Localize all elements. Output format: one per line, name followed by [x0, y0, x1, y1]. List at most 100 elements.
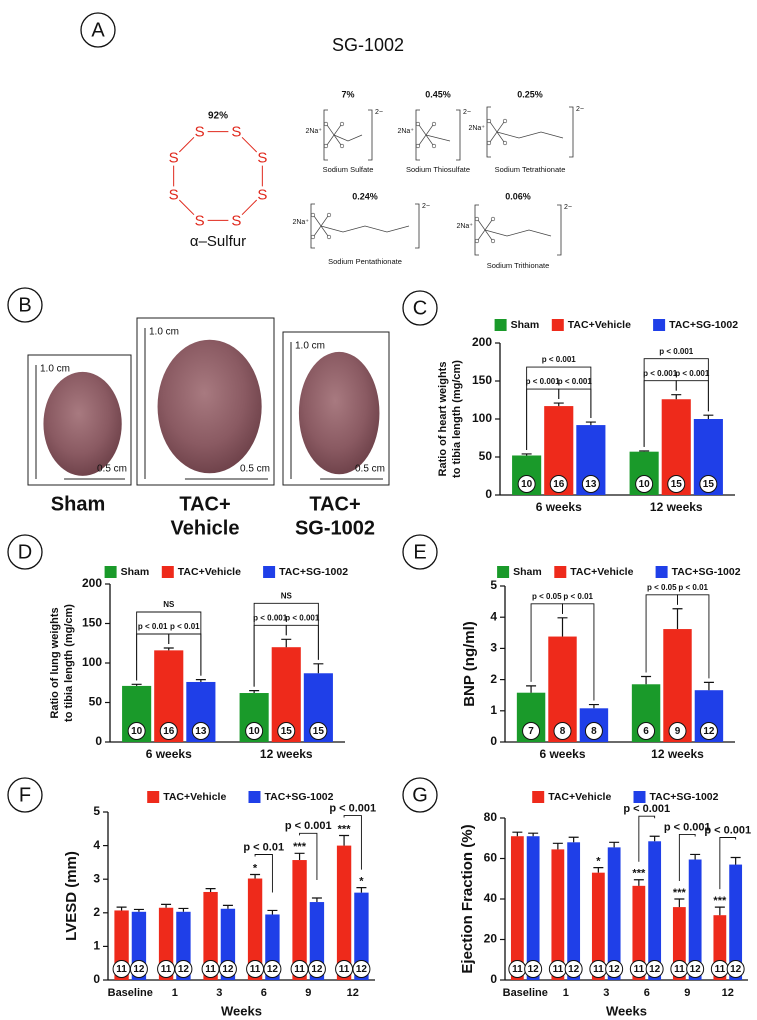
- count-label: 8: [560, 726, 566, 737]
- y-axis-label-group: BNP (ng/ml): [461, 621, 478, 707]
- error-bar: [250, 873, 261, 879]
- bar: [632, 885, 646, 980]
- bar: [354, 892, 369, 980]
- structure-atom: [431, 143, 437, 149]
- legend-swatch: [655, 566, 668, 578]
- significance-label: p < 0.001: [542, 355, 577, 364]
- structure-bond: [496, 121, 505, 133]
- count-label: 11: [715, 964, 726, 975]
- structure-atom: [310, 234, 316, 240]
- structure-atom: [326, 212, 332, 218]
- legend-label: Sham: [121, 566, 150, 578]
- significance-label: p < 0.001: [285, 613, 320, 622]
- bar: [591, 872, 605, 980]
- charge: 2−: [564, 204, 572, 211]
- panel-label-circle: [7, 534, 43, 570]
- panel-a-title: SG-1002: [332, 35, 404, 55]
- significance-label: p < 0.001: [558, 377, 593, 386]
- bar: [688, 859, 702, 980]
- legend-label: TAC+SG-1002: [650, 791, 719, 803]
- bracket: [415, 109, 461, 161]
- panel-label-circle: [7, 287, 43, 323]
- count-badge: [191, 722, 210, 740]
- significance-marker: *: [596, 856, 601, 868]
- structure-bond: [477, 219, 486, 231]
- significance-label: p < 0.001: [253, 613, 288, 622]
- sulfur-bond: [178, 199, 195, 216]
- count-badge: [127, 722, 146, 740]
- error-bar: [195, 678, 206, 682]
- significance-bracket: [677, 594, 710, 679]
- legend-swatch: [147, 791, 160, 803]
- compound-percent: 0.06%: [505, 191, 531, 201]
- y-tick-label: 50: [89, 695, 103, 709]
- legend-swatch: [161, 566, 174, 578]
- panel-label: B: [18, 294, 31, 316]
- counterion: 2Na⁺: [456, 223, 473, 230]
- count-label: 10: [131, 726, 143, 737]
- count-badge: [699, 475, 718, 493]
- charge: 2−: [375, 109, 383, 116]
- error-bar: [161, 903, 172, 908]
- structure-atom: [323, 143, 329, 149]
- scale-label: 0.5 cm: [97, 464, 127, 475]
- significance-label: p < 0.001: [285, 820, 332, 832]
- sulfur-bond: [178, 136, 195, 153]
- bar: [567, 842, 581, 980]
- y-tick-label: 3: [490, 641, 497, 655]
- significance-label: p < 0.01: [678, 583, 708, 592]
- error-bar: [526, 685, 537, 693]
- structure-bond: [333, 124, 342, 136]
- significance-label: p < 0.05: [647, 583, 677, 592]
- significance-bracket: [526, 366, 592, 450]
- charge: 2−: [576, 106, 584, 113]
- compound-name: Sodium Sulfate: [323, 165, 374, 174]
- y-tick-label: 0: [93, 972, 100, 986]
- y-tick-label: 2: [490, 672, 497, 686]
- legend-label: TAC+Vehicle: [568, 319, 631, 331]
- y-tick-label: 100: [82, 655, 102, 669]
- structure-atom: [339, 121, 345, 127]
- significance-bracket: [562, 603, 595, 701]
- group-label: TAC+: [179, 493, 230, 515]
- counterion: 2Na⁺: [468, 125, 485, 132]
- structure-atom: [326, 234, 332, 240]
- bar: [526, 836, 540, 980]
- structure-atom: [502, 118, 508, 124]
- count-label: 11: [250, 964, 261, 975]
- bracket: [323, 109, 373, 161]
- bar: [729, 864, 743, 980]
- count-label: 15: [281, 726, 293, 737]
- x-tick-label: 6 weeks: [539, 747, 585, 761]
- scale-label: 1.0 cm: [295, 341, 325, 352]
- structure-bond: [489, 131, 498, 143]
- count-label: 11: [512, 964, 523, 975]
- error-bar: [131, 683, 142, 686]
- count-badge: [159, 722, 178, 740]
- count-label: 12: [568, 964, 580, 975]
- x-axis-label: Weeks: [606, 1003, 647, 1018]
- x-tick-label: 1: [563, 987, 569, 999]
- structure: [333, 134, 363, 142]
- charge: 2−: [422, 203, 430, 210]
- legend-label: TAC+Vehicle: [570, 566, 633, 578]
- structure-atom: [502, 140, 508, 146]
- error-bar: [521, 453, 532, 456]
- count-label: 15: [703, 479, 715, 490]
- count-badge: [245, 722, 264, 740]
- count-label: 11: [294, 964, 305, 975]
- scale-label: 1.0 cm: [149, 327, 179, 338]
- count-label: 12: [703, 726, 715, 737]
- error-bar: [313, 663, 324, 674]
- significance-bracket: [343, 815, 362, 870]
- error-bar: [512, 831, 523, 837]
- counterion: 2Na⁺: [305, 128, 322, 135]
- count-badge: [645, 960, 664, 978]
- y-tick-label: 80: [484, 810, 498, 824]
- panel-label: C: [413, 297, 427, 319]
- charge: 2−: [463, 109, 471, 116]
- structure-bond: [313, 215, 322, 227]
- count-badge: [524, 960, 543, 978]
- error-bar: [609, 841, 620, 848]
- count-badge: [174, 960, 193, 978]
